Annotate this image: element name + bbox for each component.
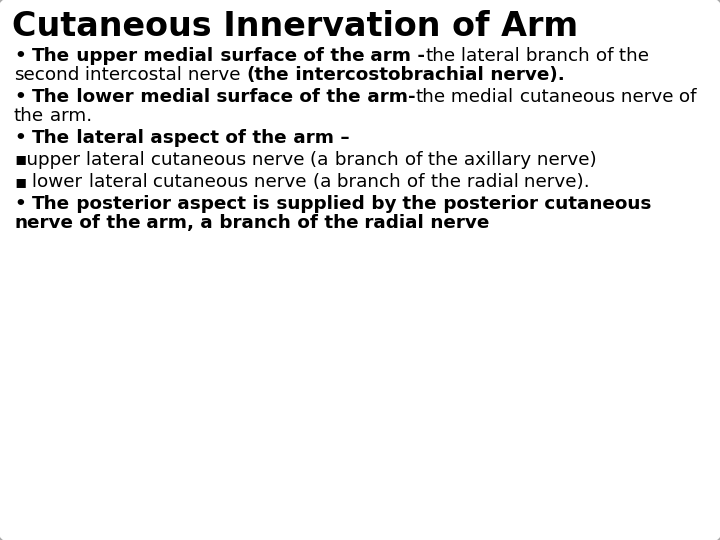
Text: the: the <box>14 107 44 125</box>
Text: medial: medial <box>446 88 513 106</box>
Text: branch: branch <box>520 47 590 65</box>
Text: –: – <box>333 129 349 147</box>
Text: nerve: nerve <box>246 151 305 169</box>
Text: supplied: supplied <box>270 195 364 213</box>
Text: of: of <box>293 88 320 106</box>
Text: lateral: lateral <box>83 173 148 191</box>
Text: nerve: nerve <box>248 173 307 191</box>
Text: lateral: lateral <box>71 129 144 147</box>
Text: of: of <box>673 88 697 106</box>
Text: medial: medial <box>134 88 210 106</box>
Text: the: the <box>246 129 287 147</box>
Text: nerve: nerve <box>615 88 673 106</box>
Text: branch: branch <box>329 151 399 169</box>
Text: of: of <box>219 129 246 147</box>
Text: lower: lower <box>71 88 134 106</box>
Text: aspect: aspect <box>144 129 219 147</box>
Text: is: is <box>246 195 270 213</box>
Text: posterior: posterior <box>71 195 171 213</box>
Text: Cutaneous Innervation of Arm: Cutaneous Innervation of Arm <box>12 10 578 43</box>
Text: surface: surface <box>214 47 297 65</box>
Text: a: a <box>194 214 213 232</box>
Text: nerve: nerve <box>424 214 490 232</box>
Text: radial: radial <box>359 214 424 232</box>
Text: cutaneous: cutaneous <box>145 151 246 169</box>
Text: upper: upper <box>71 47 138 65</box>
Text: (the: (the <box>247 66 289 84</box>
Text: branch: branch <box>331 173 401 191</box>
Text: by: by <box>364 195 396 213</box>
Text: aspect: aspect <box>171 195 246 213</box>
Text: the: the <box>425 173 461 191</box>
Text: the: the <box>318 214 359 232</box>
Text: medial: medial <box>138 47 214 65</box>
Text: the: the <box>415 88 446 106</box>
Text: arm: arm <box>287 129 333 147</box>
Text: radial: radial <box>461 173 518 191</box>
Text: nerve): nerve) <box>531 151 597 169</box>
Text: of: of <box>399 151 422 169</box>
Text: lower: lower <box>27 173 83 191</box>
Text: the: the <box>320 88 361 106</box>
Text: nerve).: nerve). <box>518 173 590 191</box>
Text: the: the <box>425 47 455 65</box>
Text: surface: surface <box>210 88 293 106</box>
Text: of: of <box>401 173 425 191</box>
Text: the: the <box>422 151 458 169</box>
Text: •: • <box>14 47 26 65</box>
Text: (a: (a <box>305 151 329 169</box>
Text: The: The <box>32 195 71 213</box>
Text: axillary: axillary <box>458 151 531 169</box>
Text: second: second <box>14 66 79 84</box>
Text: (a: (a <box>307 173 331 191</box>
Text: nerve: nerve <box>182 66 240 84</box>
Text: ▪: ▪ <box>14 173 27 191</box>
Text: the: the <box>100 214 140 232</box>
Text: of: of <box>297 47 323 65</box>
Text: ▪upper: ▪upper <box>14 151 80 169</box>
Text: intercostal: intercostal <box>79 66 182 84</box>
Text: the: the <box>323 47 364 65</box>
Text: arm.: arm. <box>44 107 92 125</box>
Text: cutaneous: cutaneous <box>513 88 615 106</box>
Text: •: • <box>14 195 26 213</box>
Text: The: The <box>32 88 71 106</box>
Text: arm,: arm, <box>140 214 194 232</box>
Text: intercostobrachial: intercostobrachial <box>289 66 484 84</box>
Text: lateral: lateral <box>80 151 145 169</box>
Text: the: the <box>613 47 649 65</box>
Text: the: the <box>396 195 437 213</box>
Text: nerve: nerve <box>14 214 73 232</box>
Text: The: The <box>32 129 71 147</box>
Text: of: of <box>291 214 318 232</box>
Text: The: The <box>32 47 71 65</box>
Text: •: • <box>14 88 26 106</box>
Text: cutaneous: cutaneous <box>538 195 651 213</box>
Text: arm-: arm- <box>361 88 415 106</box>
Text: branch: branch <box>213 214 291 232</box>
Text: nerve).: nerve). <box>484 66 564 84</box>
Text: lateral: lateral <box>455 47 520 65</box>
Text: posterior: posterior <box>437 195 538 213</box>
Text: of: of <box>590 47 613 65</box>
Text: arm: arm <box>364 47 411 65</box>
Text: -: - <box>411 47 425 65</box>
Text: •: • <box>14 129 26 147</box>
Text: of: of <box>73 214 100 232</box>
Text: cutaneous: cutaneous <box>148 173 248 191</box>
